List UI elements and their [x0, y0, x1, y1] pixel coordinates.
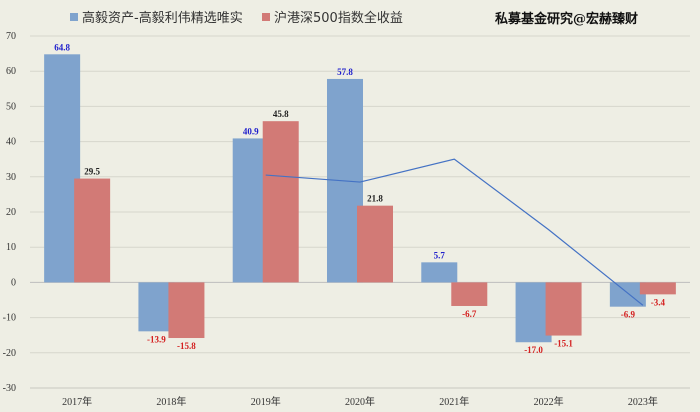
data-label-series-2: -15.1 [554, 339, 573, 349]
x-tick-label: 2021年 [439, 395, 469, 408]
data-label-series-2: 21.8 [367, 194, 383, 204]
legend-swatch-series-1 [70, 13, 78, 21]
x-tick-label: 2022年 [534, 395, 564, 408]
data-label-series-1: 57.8 [337, 67, 353, 77]
legend: 高毅资产-高毅利伟精选唯实 沪港深500指数全收益 [70, 10, 403, 26]
axes: 70 60 50 40 30 20 10 0 -10 -20 -30 2017年 2018年 2019年 2… [3, 31, 690, 408]
data-label-series-1: 64.8 [54, 42, 70, 52]
bar-series-2 [639, 282, 676, 295]
y-tick-label: -10 [3, 313, 16, 324]
y-tick-label: -30 [3, 383, 16, 394]
data-label-series-1: -6.9 [621, 310, 636, 320]
y-tick-label: 50 [6, 101, 16, 112]
bars [44, 54, 676, 343]
data-label-series-2: 45.8 [273, 109, 289, 119]
bar-series-1 [44, 54, 81, 283]
data-label-series-1: 5.7 [434, 250, 446, 260]
x-tick-label: 2023年 [628, 395, 658, 408]
y-tick-label: 30 [6, 172, 16, 183]
data-label-series-2: 29.5 [84, 167, 100, 177]
bar-series-2 [451, 282, 488, 306]
y-tick-label: -20 [3, 348, 16, 359]
data-label-series-1: 40.9 [243, 126, 259, 136]
line-series [265, 158, 644, 306]
data-label-series-2: -6.7 [462, 309, 477, 319]
line-path [265, 158, 644, 306]
y-tick-label: 40 [6, 137, 16, 148]
data-label-series-1: -13.9 [147, 334, 166, 344]
y-tick-label: 70 [6, 31, 16, 42]
y-tick-label: 0 [11, 277, 16, 288]
data-label-series-2: -3.4 [651, 297, 666, 307]
y-tick-label: 60 [6, 66, 16, 77]
bar-series-2 [74, 178, 111, 283]
data-labels: 64.8 -13.9 40.9 57.8 5.7 -17.0 -6.9 29.5 -15.8 45… [54, 42, 665, 355]
x-tick-label: 2019年 [251, 395, 281, 408]
bar-series-2 [168, 282, 205, 339]
data-label-series-2: -15.8 [177, 341, 196, 351]
legend-label-series-1: 高毅资产-高毅利伟精选唯实 [82, 10, 243, 26]
x-tick-label: 2017年 [62, 395, 92, 408]
x-tick-label: 2020年 [345, 395, 375, 408]
legend-label-series-2: 沪港深500指数全收益 [274, 10, 403, 26]
bar-series-2 [357, 205, 393, 283]
x-tick-label: 2018年 [156, 395, 186, 408]
legend-swatch-series-2 [262, 13, 270, 21]
bar-series-2 [262, 121, 299, 283]
y-tick-label: 20 [6, 207, 16, 218]
watermark: 私募基金研究@宏赫臻财 [495, 11, 638, 27]
y-tick-label: 10 [6, 242, 16, 253]
data-label-series-1: -17.0 [524, 345, 543, 355]
bar-series-2 [545, 282, 582, 336]
bar-series-1 [421, 262, 458, 283]
